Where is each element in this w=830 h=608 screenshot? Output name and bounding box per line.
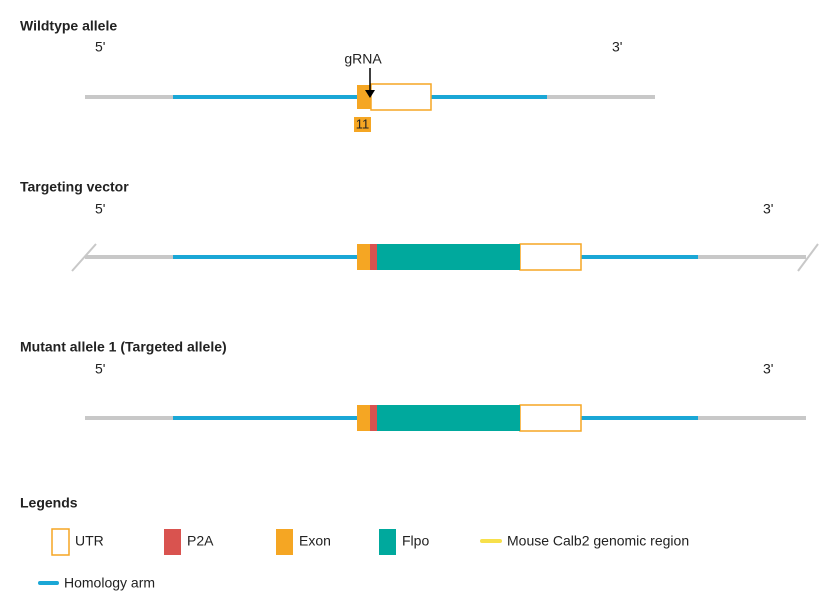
legend-label: Mouse Calb2 genomic region — [507, 533, 689, 549]
flpo — [377, 405, 520, 431]
p2a — [370, 405, 377, 431]
utr — [519, 243, 582, 271]
five-prime: 5' — [95, 39, 105, 55]
legend-swatch — [276, 529, 293, 555]
legend-swatch — [164, 529, 181, 555]
utr — [370, 83, 432, 111]
legend-label: P2A — [187, 533, 214, 549]
five-prime: 5' — [95, 361, 105, 377]
three-prime: 3' — [763, 201, 773, 217]
three-prime: 3' — [612, 39, 622, 55]
exon-label-box — [354, 117, 371, 132]
legend-label: Homology arm — [64, 575, 155, 591]
section-title: Targeting vector — [20, 179, 129, 195]
five-prime: 5' — [95, 201, 105, 217]
flpo — [377, 244, 520, 270]
legend-label: UTR — [75, 533, 104, 549]
three-prime: 3' — [763, 361, 773, 377]
legend-swatch — [51, 528, 70, 556]
legend-title: Legends — [20, 495, 78, 511]
utr — [519, 404, 582, 432]
break-mark — [71, 243, 97, 272]
exon — [357, 244, 370, 270]
legend-swatch — [379, 529, 396, 555]
grna-label: gRNA — [344, 51, 382, 67]
legend-label: Flpo — [402, 533, 429, 549]
exon — [357, 85, 371, 109]
break-mark — [797, 243, 819, 272]
exon — [357, 405, 370, 431]
p2a — [370, 244, 377, 270]
grna-arrowhead — [365, 90, 375, 98]
section-title: Mutant allele 1 (Targeted allele) — [20, 339, 227, 355]
exon-label: 11 — [356, 116, 370, 131]
section-title: Wildtype allele — [20, 18, 117, 34]
legend-label: Exon — [299, 533, 331, 549]
